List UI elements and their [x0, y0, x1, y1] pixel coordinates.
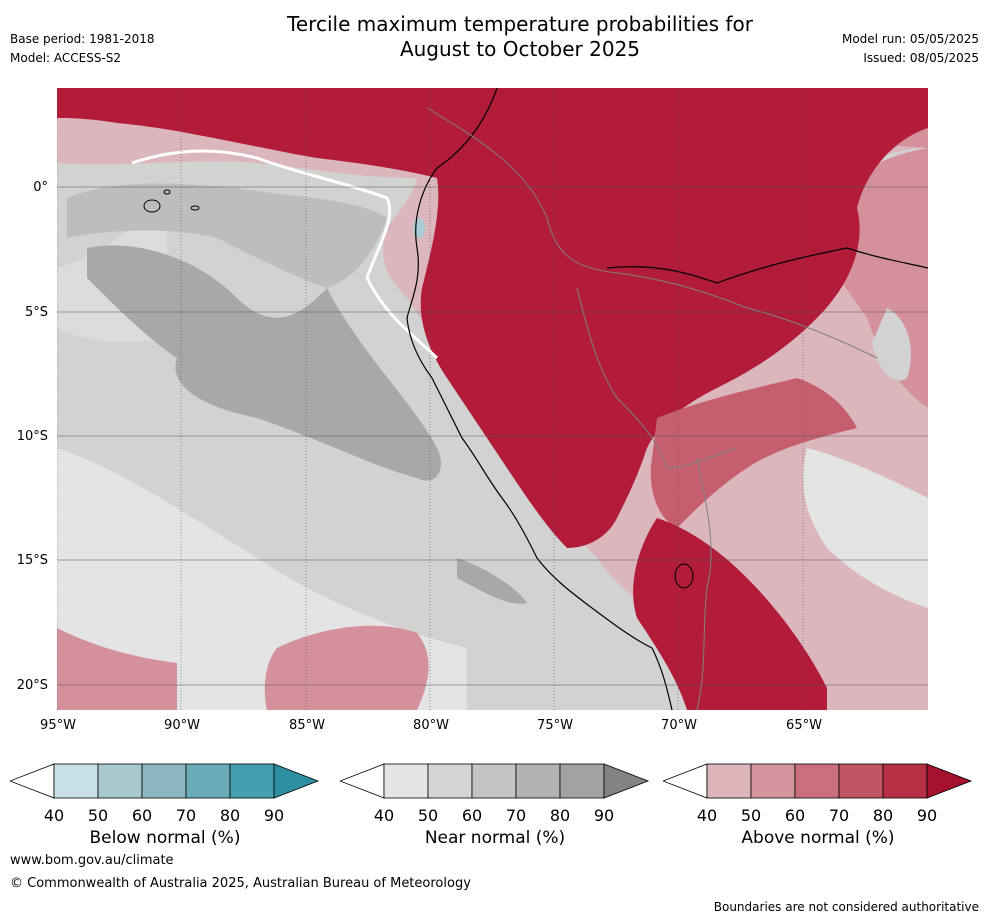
colorbar-extend-high [273, 763, 320, 799]
colorbar-tick-label: 60 [461, 806, 483, 825]
colorbar-near-normal: 40 50 60 70 80 90 Near normal (%) [338, 762, 650, 852]
below-normal-patch [413, 218, 425, 238]
near-normal-dark-patch [457, 558, 527, 604]
colorbar-segment [882, 763, 928, 799]
issued-label: Issued: 08/05/2025 [863, 51, 979, 65]
near-normal-northeast-patch [872, 308, 911, 381]
lon-label-70w: 70°W [661, 718, 697, 733]
country-boundary-inland [576, 287, 738, 469]
colorbar-segment [229, 763, 275, 799]
lon-label-95w: 95°W [40, 718, 76, 733]
colorbar-near-svg [338, 763, 650, 799]
colorbar-above-svg [661, 763, 973, 799]
lon-label-75w: 75°W [537, 718, 573, 733]
colorbar-below-svg [8, 763, 320, 799]
lat-label-20s: 20°S [16, 678, 48, 693]
lon-label-85w: 85°W [289, 718, 325, 733]
colorbar-below-normal: 40 50 60 70 80 90 Below normal (%) [8, 762, 320, 852]
colorbar-tick-label: 80 [872, 806, 894, 825]
colorbar-extend-low [338, 763, 385, 799]
galapagos-islands [143, 189, 200, 213]
colorbar-tick-label: 50 [87, 806, 109, 825]
near-normal-dark-zone [87, 245, 441, 481]
colorbar-segment [53, 763, 99, 799]
title-line-2: August to October 2025 [399, 37, 641, 61]
lat-label-15s: 15°S [16, 553, 48, 568]
near-normal-east-patch [803, 448, 928, 608]
near-normal-mid-zone [67, 183, 387, 288]
above-normal-south-patch [264, 625, 429, 710]
colorbar-segment [383, 763, 429, 799]
above-normal-southwest [57, 628, 177, 710]
base-period-label: Base period: 1981-2018 [10, 32, 155, 46]
colorbar-tick-label: 80 [549, 806, 571, 825]
colorbar-extend-high [926, 763, 973, 799]
lat-label-10s: 10°S [16, 429, 48, 444]
colorbar-segment [838, 763, 884, 799]
above-normal-south-core [633, 518, 827, 710]
colorbar-tick-label: 60 [131, 806, 153, 825]
website-link[interactable]: www.bom.gov.au/climate [10, 853, 174, 868]
probability-map [56, 87, 929, 711]
colorbar-segment [427, 763, 473, 799]
near-above-boundary [131, 149, 439, 360]
colorbar-extend-low [661, 763, 708, 799]
colorbar-segment [794, 763, 840, 799]
river [606, 247, 929, 284]
colorbar-tick-label: 40 [373, 806, 395, 825]
model-label: Model: ACCESS-S2 [10, 51, 122, 65]
colorbar-tick-label: 40 [43, 806, 65, 825]
colorbar-tick-label: 50 [417, 806, 439, 825]
lake-titicaca [674, 563, 694, 589]
above-normal-core [57, 88, 928, 548]
colorbar-segment [750, 763, 796, 799]
country-boundary-south [696, 457, 712, 711]
coastline [406, 87, 673, 711]
colorbar-segment [706, 763, 752, 799]
map-svg [56, 87, 929, 711]
lat-label-5s: 5°S [24, 305, 48, 320]
colorbar-tick-label: 60 [784, 806, 806, 825]
disclaimer-text: Boundaries are not considered authoritat… [713, 900, 979, 914]
colorbar-segment [471, 763, 517, 799]
above-normal-strong-patch [650, 378, 857, 528]
colorbar-tick-label: 80 [219, 806, 241, 825]
colorbar-segment [559, 763, 605, 799]
copyright-text: © Commonwealth of Australia 2025, Austra… [10, 876, 471, 891]
colorbar-tick-label: 70 [175, 806, 197, 825]
colorbar-near-label: Near normal (%) [424, 828, 566, 848]
lon-label-90w: 90°W [164, 718, 200, 733]
chart-title: Tercile maximum temperature probabilitie… [0, 12, 988, 62]
colorbar-tick-label: 40 [696, 806, 718, 825]
colorbar-segment [97, 763, 143, 799]
model-run-label: Model run: 05/05/2025 [841, 32, 979, 46]
colorbar-extend-low [8, 763, 55, 799]
colorbar-segment [515, 763, 561, 799]
colorbar-tick-label: 90 [916, 806, 938, 825]
colorbar-tick-label: 70 [505, 806, 527, 825]
title-line-1: Tercile maximum temperature probabilitie… [287, 12, 753, 36]
colorbar-tick-label: 70 [828, 806, 850, 825]
colorbar-tick-label: 90 [263, 806, 285, 825]
gridlines [56, 88, 928, 710]
lon-label-65w: 65°W [786, 718, 822, 733]
colorbar-above-normal: 40 50 60 70 80 90 Above normal (%) [661, 762, 973, 852]
colorbar-tick-label: 50 [740, 806, 762, 825]
colorbar-segment [141, 763, 187, 799]
colorbar-below-label: Below normal (%) [89, 828, 241, 848]
lat-label-0: 0° [33, 180, 48, 195]
colorbar-segment [185, 763, 231, 799]
lon-label-80w: 80°W [413, 718, 449, 733]
colorbar-extend-high [603, 763, 650, 799]
colorbar-above-label: Above normal (%) [741, 828, 895, 848]
country-boundary-north [426, 107, 878, 359]
colorbar-tick-label: 90 [593, 806, 615, 825]
